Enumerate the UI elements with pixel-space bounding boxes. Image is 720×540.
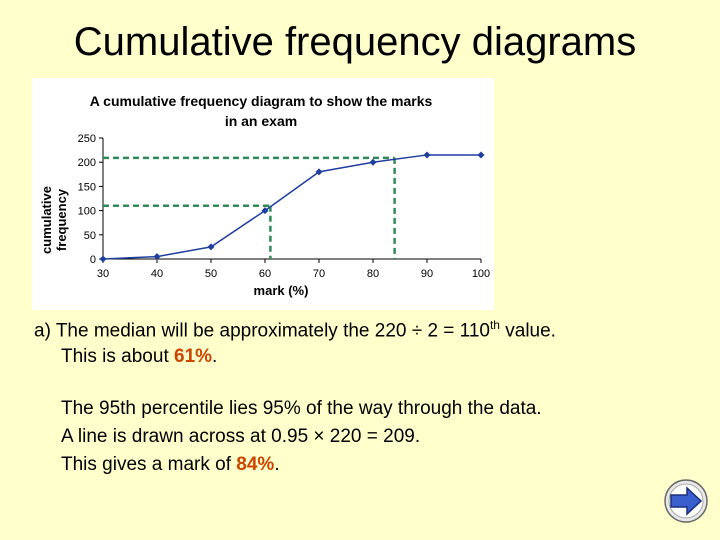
y-axis-label-line-1: cumulative bbox=[39, 186, 54, 254]
next-slide-button[interactable] bbox=[663, 478, 709, 524]
chart-title-line-2: in an exam bbox=[225, 113, 297, 129]
chart-plot-area: 0 50 100 150 200 250 30 40 50 60 70 80 90 100 bbox=[78, 133, 491, 280]
data-point bbox=[99, 255, 107, 263]
x-tick-label: 40 bbox=[151, 268, 163, 280]
percentile-line-1: The 95th percentile lies 95% of the way … bbox=[61, 398, 542, 419]
x-tick-label: 50 bbox=[205, 268, 217, 280]
median-text-end: value. bbox=[499, 320, 556, 342]
y-tick-label: 150 bbox=[78, 181, 96, 193]
percentile-line-2: A line is drawn across at 0.95 × 220 = 2… bbox=[61, 426, 421, 447]
ordinal-suffix: th bbox=[489, 318, 500, 332]
data-point bbox=[315, 168, 323, 176]
x-axis-label: mark (%) bbox=[254, 283, 309, 298]
y-tick-label: 200 bbox=[78, 157, 96, 169]
percentile-result-prefix: This gives a mark of bbox=[61, 454, 237, 475]
data-point bbox=[369, 158, 377, 166]
chart-panel: A cumulative frequency diagram to show t… bbox=[32, 78, 494, 310]
y-tick-label: 0 bbox=[90, 254, 96, 266]
percentile-result: This gives a mark of 84%. bbox=[61, 454, 280, 476]
x-tick-label: 100 bbox=[472, 268, 490, 280]
median-text: a) The median will be approximately the … bbox=[34, 320, 490, 342]
median-result-suffix: . bbox=[212, 346, 218, 367]
median-explanation: a) The median will be approximately the … bbox=[34, 318, 556, 342]
data-point bbox=[423, 151, 431, 159]
series-line-1 bbox=[102, 154, 481, 260]
data-point bbox=[153, 253, 161, 261]
page-title: Cumulative frequency diagrams bbox=[73, 20, 637, 64]
right-arrow-icon bbox=[670, 486, 703, 516]
percentile-value: 84% bbox=[236, 454, 275, 475]
x-tick-label: 80 bbox=[367, 268, 379, 280]
data-point bbox=[477, 151, 485, 159]
y-axis-label-line-2: frequency bbox=[54, 188, 69, 251]
x-tick-label: 70 bbox=[313, 268, 325, 280]
median-value: 61% bbox=[174, 346, 213, 367]
x-tick-label: 60 bbox=[259, 268, 271, 280]
y-tick-label: 250 bbox=[78, 133, 96, 145]
x-tick-label: 90 bbox=[421, 268, 433, 280]
percentile-result-suffix: . bbox=[274, 454, 280, 475]
cumulative-frequency-chart: A cumulative frequency diagram to show t… bbox=[39, 93, 491, 298]
median-result: This is about 61%. bbox=[61, 346, 217, 368]
data-point bbox=[207, 243, 215, 251]
y-tick-label: 100 bbox=[78, 206, 96, 218]
y-tick-label: 50 bbox=[84, 230, 96, 242]
data-point bbox=[261, 207, 269, 215]
median-result-prefix: This is about bbox=[61, 346, 174, 367]
x-tick-label: 30 bbox=[97, 268, 109, 280]
chart-title-line-1: A cumulative frequency diagram to show t… bbox=[90, 93, 433, 109]
